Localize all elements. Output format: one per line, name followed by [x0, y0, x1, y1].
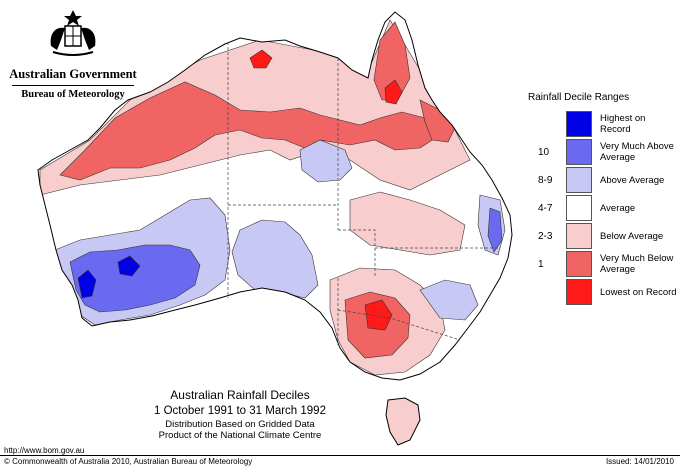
legend-swatch: [566, 279, 592, 305]
legend-item: 10 Very Much Above Average: [528, 139, 678, 165]
coat-of-arms-icon: [50, 10, 96, 56]
coastline-outline: [37, 11, 513, 381]
sa-qld-nsw-border: [338, 229, 376, 278]
department-name: Bureau of Meteorology: [21, 89, 125, 100]
legend-range: 4-7: [538, 202, 553, 214]
legend-label: Above Average: [600, 174, 665, 186]
website-link[interactable]: http://www.bom.gov.au: [4, 446, 85, 455]
map-title: Australian Rainfall Deciles: [170, 388, 310, 402]
organisation-name: Australian Government: [9, 67, 137, 81]
legend: Rainfall Decile Ranges Highest on Record…: [528, 92, 678, 307]
tasmania: [385, 397, 421, 446]
legend-label: Lowest on Record: [600, 286, 677, 298]
legend-item: 2-3 Below Average: [528, 223, 678, 249]
legend-item: 1 Very Much Below Average: [528, 251, 678, 277]
legend-swatch: [566, 251, 592, 277]
legend-swatch: [566, 167, 592, 193]
interior-above-average-region: [231, 219, 319, 299]
legend-range: 8-9: [538, 174, 553, 186]
logo-divider: [12, 85, 134, 86]
legend-item: Lowest on Record: [528, 279, 678, 305]
legend-item: 4-7 Average: [528, 195, 678, 221]
legend-range: 1: [538, 258, 544, 270]
legend-swatch: [566, 195, 592, 221]
queensland-below-average-region: [349, 191, 466, 256]
arnhem-lowest-region: [249, 49, 273, 69]
southwest-highest-region: [77, 269, 97, 299]
copyright-text: © Commonwealth of Australia 2010, Austra…: [4, 457, 253, 466]
legend-range: 10: [538, 146, 550, 158]
cape-york-very-much-below-region: [373, 21, 411, 101]
state-borders: [227, 42, 500, 345]
nsw-vic-border: [337, 309, 461, 341]
north-very-much-below-region: [59, 81, 441, 181]
legend-item: Highest on Record: [528, 111, 678, 137]
government-logo: Australian Government Bureau of Meteorol…: [8, 8, 138, 100]
decile-shading: [39, 19, 506, 376]
east-coast-very-much-above-region: [487, 207, 503, 253]
central-above-average-region: [299, 139, 353, 183]
legend-swatch: [566, 139, 592, 165]
legend-label: Average: [600, 202, 636, 214]
footer-divider: [0, 455, 680, 456]
legend-swatch: [566, 111, 592, 137]
legend-swatch: [566, 223, 592, 249]
map-period: 1 October 1991 to 31 March 1992: [154, 405, 326, 417]
legend-item: 8-9 Above Average: [528, 167, 678, 193]
issued-date: Issued: 14/01/2010: [605, 457, 674, 466]
southwest-highest-region-2: [117, 255, 141, 277]
legend-label: Very Much Above Average: [600, 141, 674, 163]
south-above-average-region: [419, 279, 479, 321]
legend-label: Highest on Record: [600, 113, 646, 135]
map-note-1: Distribution Based on Gridded Data: [165, 419, 315, 430]
southeast-lowest-region: [364, 299, 393, 331]
cape-york-lowest-region: [384, 79, 403, 105]
legend-label: Below Average: [600, 230, 664, 242]
legend-range: 2-3: [538, 230, 553, 242]
legend-title: Rainfall Decile Ranges: [528, 92, 630, 103]
southwest-very-much-above-region: [69, 244, 201, 313]
map-caption: Australian Rainfall Deciles 1 October 19…: [110, 388, 370, 441]
map-note-2: Product of the National Climate Centre: [158, 430, 322, 441]
legend-label: Very Much Below Average: [600, 253, 674, 275]
